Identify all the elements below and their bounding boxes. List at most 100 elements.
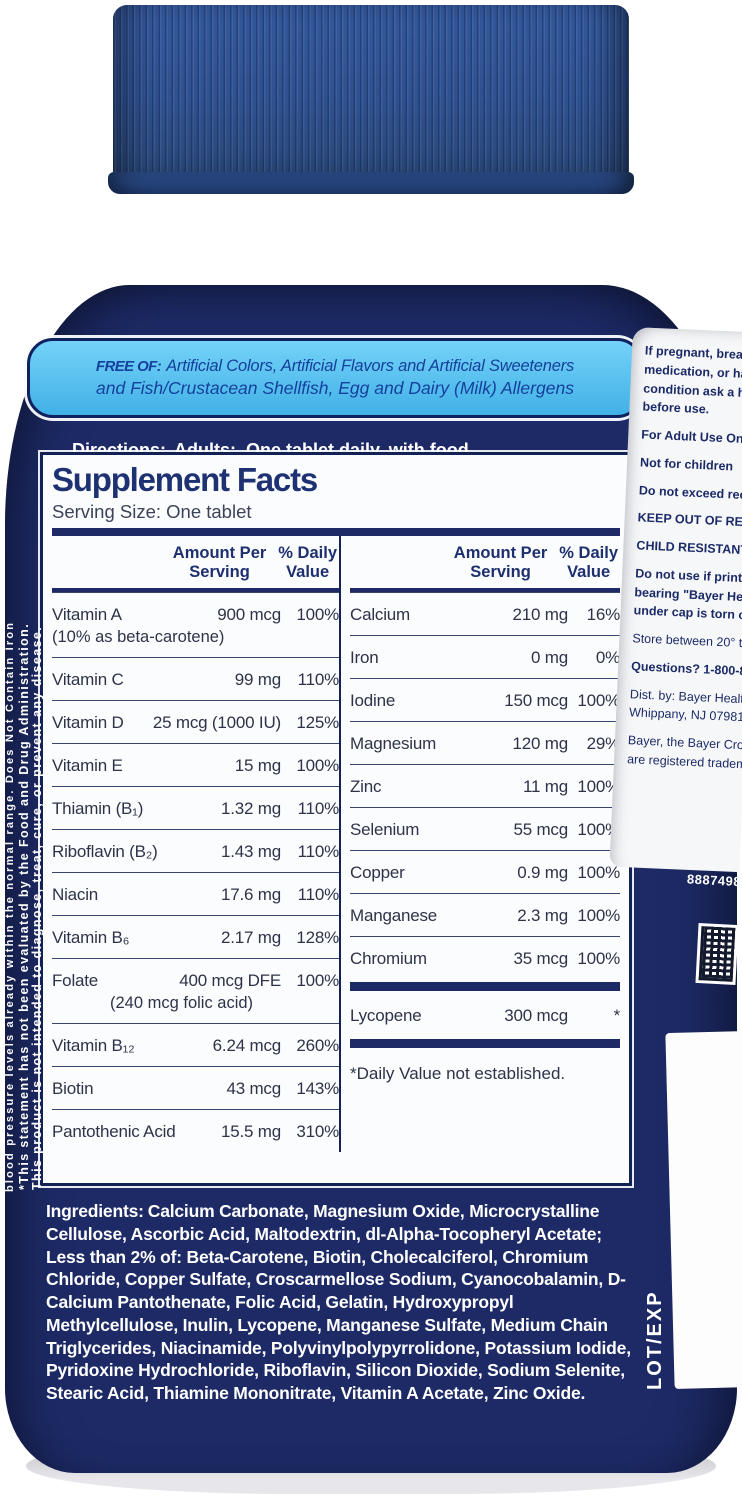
nutrient-amount: 15.5 mg: [220, 1122, 281, 1142]
side-warning-panel: If pregnant, breastfeeding, taking medic…: [609, 327, 742, 873]
free-of-text1: Artificial Colors, Artificial Flavors an…: [166, 357, 575, 375]
nutrient-row-main: Iron 0 mg 0%: [350, 648, 620, 668]
header-divider-bar: [52, 587, 339, 593]
nutrient-amount: 900 mcg: [217, 605, 281, 625]
section-divider-bar: [350, 982, 620, 992]
nutrient-amount: 1.32 mg: [220, 799, 281, 819]
side-panel-text: CHILD RESISTANT CAP: [636, 538, 742, 558]
side-panel-text: are registered trademarks of Bayer: [626, 751, 742, 774]
fda-disclaimer-line2: This product is not intended to diagnose…: [30, 625, 44, 1190]
nutrient-daily-value: 110%: [297, 670, 340, 690]
nutrient-row-main: Folate 400 mcg DFE 100%: [52, 971, 339, 991]
nutrient-list-left: Vitamin A 900 mcg 100% (10% as beta-caro…: [52, 592, 339, 1152]
ingredients-label: Ingredients:: [46, 1201, 144, 1221]
nutrient-amount: 120 mg: [512, 734, 568, 754]
side-panel-text: before use.: [642, 399, 710, 417]
nutrient-name: Zinc: [350, 777, 382, 797]
nutrient-daily-value: 29%: [586, 734, 621, 754]
nutrient-name: Vitamin A: [52, 605, 122, 625]
nutrient-amount: 17.6 mg: [220, 885, 281, 905]
nutrient-row: Chromium 35 mcg 100%: [350, 936, 620, 979]
nutrient-name: Magnesium: [350, 734, 437, 754]
facts-column-right: Amount Per Serving % Daily Value Calcium…: [339, 536, 621, 1153]
nutrient-row: Selenium 55 mcg 100%: [350, 807, 620, 850]
nutrient-row-main: Thiamin (B₁) 1.32 mg 110%: [52, 799, 339, 819]
nutrient-row-main: Vitamin B₆ 2.17 mg 128%: [52, 928, 339, 948]
nutrient-daily-value: 110%: [297, 799, 340, 819]
side-panel-text: Store between 20° to 25°C: [632, 631, 742, 651]
nutrient-row-main: Magnesium 120 mg 29%: [350, 734, 620, 754]
free-of-line2: and Fish/Crustacean Shellfish, Egg and D…: [96, 378, 574, 398]
nutrient-amount: 0 mg: [531, 648, 568, 668]
nutrient-row-main: Chromium 35 mcg 100%: [350, 949, 620, 969]
free-of-banner: FREE OF: Artificial Colors, Artificial Fl…: [27, 338, 643, 418]
nutrient-row-main: Niacin 17.6 mg 110%: [52, 885, 339, 905]
nutrient-name: Manganese: [350, 906, 438, 926]
nutrient-row: Vitamin D 25 mcg (1000 IU) 125%: [52, 700, 339, 743]
nutrient-name: Vitamin E: [52, 756, 123, 776]
nutrient-row: Vitamin B₁₂ 6.24 mcg 260%: [52, 1023, 339, 1066]
nutrient-subnote: (10% as beta-carotene): [52, 628, 225, 647]
free-of-line1: FREE OF: Artificial Colors, Artificial Fl…: [30, 357, 640, 376]
nutrient-row-main: Iodine 150 mcg 100%: [350, 691, 620, 711]
nutrient-amount: 150 mcg: [504, 691, 568, 711]
nutrient-row-main: Vitamin A 900 mcg 100%: [52, 605, 339, 625]
nutrient-row: Niacin 17.6 mg 110%: [52, 872, 339, 915]
nutrient-row: Vitamin A 900 mcg 100% (10% as beta-caro…: [52, 592, 339, 657]
side-panel-text: For Adult Use Only: [641, 427, 742, 447]
nutrient-row-main: Biotin 43 mcg 143%: [52, 1079, 339, 1099]
data-matrix-code: [695, 922, 739, 986]
nutrient-daily-value: 260%: [296, 1036, 339, 1056]
nutrient-name: Vitamin B₆: [52, 928, 130, 948]
nutrient-daily-value: 16%: [586, 605, 621, 625]
nutrient-row: Vitamin B₆ 2.17 mg 128%: [52, 915, 339, 958]
ingredients-paragraph: Ingredients: Calcium Carbonate, Magnesium…: [46, 1200, 636, 1405]
nutrient-amount: 99 mg: [234, 670, 281, 690]
nutrient-subnote: (240 mcg folic acid): [110, 994, 254, 1013]
nutrient-daily-value: 100%: [577, 863, 620, 883]
nutrient-row-main: Manganese 2.3 mg 100%: [350, 906, 620, 926]
nutrient-row: Biotin 43 mcg 143%: [52, 1066, 339, 1109]
nutrient-row: Riboflavin (B₂) 1.43 mg 110%: [52, 829, 339, 872]
nutrient-daily-value: 100%: [577, 949, 620, 969]
nutrient-name: Niacin: [52, 885, 99, 905]
header-divider-bar: [350, 587, 620, 593]
nutrient-amount: 35 mcg: [513, 949, 568, 969]
nutrient-daily-value: 110%: [297, 885, 340, 905]
nutrient-name: Biotin: [52, 1079, 94, 1099]
nutrient-daily-value: 110%: [297, 842, 340, 862]
nutrient-name: Lycopene: [350, 1006, 422, 1026]
nutrient-name: Folate: [52, 971, 99, 991]
nutrient-row: Folate 400 mcg DFE 100% (240 mcg folic a…: [52, 958, 339, 1023]
nutrient-row-main: Zinc 11 mg 100%: [350, 777, 620, 797]
side-panel-text: Do not exceed recommended dose: [638, 482, 742, 506]
side-panel-text: under cap is torn or missing: [633, 603, 742, 625]
nutrient-row-main: Vitamin E 15 mg 100%: [52, 756, 339, 776]
nutrient-row: Vitamin E 15 mg 100%: [52, 743, 339, 786]
nutrient-name: Vitamin C: [52, 670, 124, 690]
fda-disclaimer-line1: *This statement has not been evaluated b…: [17, 622, 31, 1190]
nutrient-amount: 2.17 mg: [220, 928, 281, 948]
nutrient-row-main: Vitamin B₁₂ 6.24 mcg 260%: [52, 1036, 339, 1056]
supplement-facts-inner: Supplement Facts Serving Size: One table…: [43, 455, 629, 1153]
daily-value-header: % Daily Value: [559, 544, 618, 581]
nutrient-name: Selenium: [350, 820, 420, 840]
lot-exp-stamp-box: [665, 1030, 742, 1390]
nutrient-row-main: Lycopene 300 mcg *: [350, 1006, 620, 1026]
nutrient-name: Copper: [350, 863, 405, 883]
nutrient-row-main: Pantothenic Acid 15.5 mg 310%: [52, 1122, 339, 1142]
facts-column-left: Amount Per Serving % Daily Value Vitamin…: [52, 536, 339, 1152]
nutrient-row: Zinc 11 mg 100%: [350, 764, 620, 807]
nutrient-daily-value: *: [613, 1006, 621, 1026]
nutrient-row: Pantothenic Acid 15.5 mg 310%: [52, 1109, 339, 1152]
nutrient-row: Iron 0 mg 0%: [350, 635, 620, 678]
nutrient-row-main: Vitamin D 25 mcg (1000 IU) 125%: [52, 713, 339, 733]
nutrient-name: Calcium: [350, 605, 411, 625]
serving-size: Serving Size: One tablet: [52, 501, 252, 522]
nutrient-name: Chromium: [350, 949, 427, 969]
bottle-cap-rim: [108, 172, 634, 194]
nutrient-name: Thiamin (B₁): [52, 799, 144, 819]
nutrient-daily-value: 100%: [577, 777, 620, 797]
section-divider-bar: [52, 528, 620, 536]
nutrient-amount: 25 mcg (1000 IU): [152, 713, 281, 733]
